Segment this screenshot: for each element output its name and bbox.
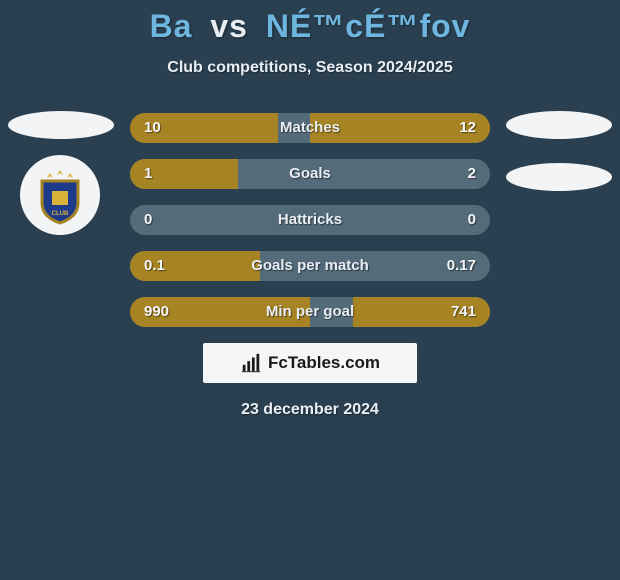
svg-text:CLUB: CLUB (52, 211, 69, 217)
stat-row: Hattricks0 0 (130, 205, 490, 235)
stat-label: Hattricks (130, 205, 490, 235)
title-player1: Ba (150, 8, 193, 44)
player1-oval (8, 111, 114, 139)
player2-oval-1 (506, 111, 612, 139)
stat-row: Goals1 2 (130, 159, 490, 189)
stat-value-left: 0 (144, 205, 152, 235)
stat-row: Matches10 12 (130, 113, 490, 143)
stat-value-left: 1 (144, 159, 152, 189)
stat-value-left: 10 (144, 113, 161, 143)
stat-value-left: 0.1 (144, 251, 165, 281)
comparison-title: Ba vs NÉ™cÉ™fov (0, 0, 620, 45)
stat-row: Min per goal990 741 (130, 297, 490, 327)
stat-value-right: 2 (468, 159, 476, 189)
stat-label: Matches (130, 113, 490, 143)
subtitle: Club competitions, Season 2024/2025 (0, 59, 620, 77)
title-player2: NÉ™cÉ™fov (266, 8, 471, 44)
stat-value-left: 990 (144, 297, 169, 327)
stat-value-right: 0.17 (447, 251, 476, 281)
stat-row: Goals per match0.1 0.17 (130, 251, 490, 281)
stat-bars: Matches1012Goals12Hattricks00Goals per m… (130, 113, 490, 327)
club-badge-icon: CLUB (30, 165, 90, 225)
stat-value-right: 12 (459, 113, 476, 143)
bars-chart-icon (240, 352, 262, 374)
stat-label: Goals per match (130, 251, 490, 281)
stat-label: Min per goal (130, 297, 490, 327)
watermark-text: FcTables.com (268, 353, 380, 373)
watermark: FcTables.com (203, 343, 417, 383)
stat-value-right: 0 (468, 205, 476, 235)
player2-oval-2 (506, 163, 612, 191)
title-vs: vs (210, 8, 248, 44)
main-area: CLUB Matches1012Goals12Hattricks00Goals … (0, 113, 620, 327)
stat-label: Goals (130, 159, 490, 189)
stat-value-right: 741 (451, 297, 476, 327)
footer-date: 23 december 2024 (0, 401, 620, 419)
club-badge: CLUB (20, 155, 100, 235)
